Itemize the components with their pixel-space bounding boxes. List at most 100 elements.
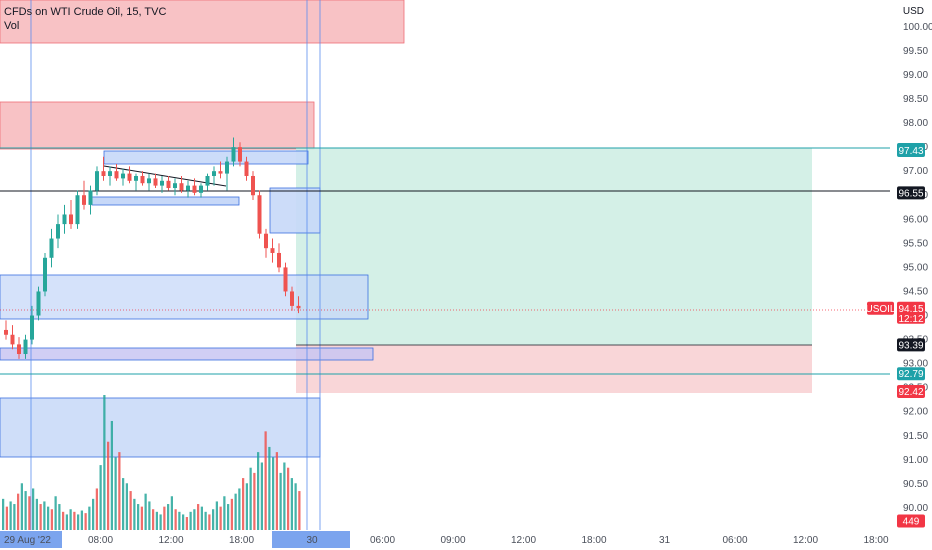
candle xyxy=(238,142,242,167)
volume-bar xyxy=(99,465,102,530)
candle xyxy=(95,166,99,196)
candle xyxy=(283,262,288,297)
volume-bar xyxy=(245,483,248,530)
zones-layer xyxy=(0,0,812,458)
candle xyxy=(10,325,15,350)
volume-bar xyxy=(50,509,53,530)
price-tag: 93.39 xyxy=(897,338,925,352)
price-tag-countdown: 12:12 xyxy=(898,314,923,325)
volume-bar xyxy=(2,498,5,530)
candle xyxy=(218,161,223,179)
volume-bar xyxy=(227,504,230,530)
volume-bar xyxy=(35,498,38,530)
candle xyxy=(179,175,184,193)
volume-bar xyxy=(152,509,155,530)
target-zone xyxy=(296,148,812,345)
volume-bar xyxy=(54,496,57,530)
y-tick-label: 94.50 xyxy=(903,286,928,297)
candle xyxy=(114,163,119,181)
candle xyxy=(173,178,177,196)
candle xyxy=(127,166,132,184)
price-axis-bg xyxy=(890,0,932,550)
volume-bar xyxy=(208,514,211,530)
candle xyxy=(121,168,125,186)
chart-title: CFDs on WTI Crude Oil, 15, TVC xyxy=(4,6,167,18)
volume-bar xyxy=(144,493,147,530)
volume-bar xyxy=(20,483,23,530)
volume-bar xyxy=(32,488,35,530)
volume-bar xyxy=(178,511,181,530)
y-tick-labels: 90.0090.5091.0091.5092.0092.5093.0093.50… xyxy=(903,22,932,514)
y-tick-label: 93.00 xyxy=(903,359,928,370)
volume-bar xyxy=(170,496,173,530)
volume-bar xyxy=(275,452,278,530)
candle xyxy=(270,238,275,263)
candle xyxy=(140,171,145,186)
volume-bar xyxy=(268,446,271,530)
volume-bar xyxy=(118,452,121,530)
y-tick-label: 99.50 xyxy=(903,46,928,57)
x-tick-label: 06:00 xyxy=(722,535,747,546)
volume-bar xyxy=(107,441,110,530)
candle xyxy=(4,320,8,340)
volume-bar xyxy=(103,395,106,530)
volume-bar xyxy=(193,509,196,530)
volume-bar xyxy=(137,504,140,530)
candle xyxy=(160,175,164,193)
candle xyxy=(69,200,73,229)
price-tag-value: 92.79 xyxy=(898,369,923,380)
candle xyxy=(244,156,249,181)
volume-bar xyxy=(223,496,226,530)
price-tag-value: 92.42 xyxy=(898,387,923,398)
y-tick-label: 95.00 xyxy=(903,262,928,273)
volume-bar xyxy=(167,504,170,530)
volume-bar xyxy=(140,506,143,530)
volume-bar xyxy=(200,506,203,530)
volume-bar xyxy=(298,491,301,530)
volume-bar xyxy=(264,431,267,530)
volume-bar xyxy=(24,491,27,530)
y-tick-label: 95.50 xyxy=(903,238,928,249)
candle xyxy=(192,178,197,196)
volume-bar xyxy=(159,514,162,530)
demand-zone-bottom xyxy=(0,397,321,458)
volume-bar xyxy=(290,478,293,530)
volume-bar xyxy=(204,511,207,530)
volume-bar xyxy=(133,498,136,530)
x-tick-label: 30 xyxy=(306,535,318,546)
symbol-tag: USOIL xyxy=(865,304,895,315)
candle xyxy=(186,180,190,198)
candle xyxy=(43,252,47,297)
y-tick-label: 96.00 xyxy=(903,214,928,225)
candle xyxy=(30,305,34,345)
volume-bar xyxy=(148,501,151,530)
volume-bar xyxy=(69,509,72,530)
y-tick-label: 98.00 xyxy=(903,118,928,129)
candles xyxy=(4,137,301,359)
volume-bar xyxy=(5,506,8,530)
x-tick-label: 29 Aug '22 xyxy=(4,535,51,546)
x-tick-label: 18:00 xyxy=(581,535,606,546)
supply-zone-top xyxy=(0,0,405,44)
volume-bar xyxy=(84,513,87,530)
volume-bar xyxy=(283,462,286,530)
candle xyxy=(147,173,151,191)
volume-bar xyxy=(249,467,252,530)
volume-bar xyxy=(88,506,91,530)
price-tag-value: 449 xyxy=(903,517,920,528)
volume-bar xyxy=(182,514,185,530)
currency-label: USD xyxy=(902,6,924,17)
volume-bar xyxy=(174,509,177,530)
volume-bar xyxy=(13,504,16,530)
candle xyxy=(277,243,281,273)
x-tick-label: 18:00 xyxy=(229,535,254,546)
volume-indicator-label: Vol xyxy=(4,20,20,32)
price-tag: 92.79 xyxy=(897,367,925,381)
volume-bar xyxy=(58,504,61,530)
volume-bar xyxy=(189,511,192,530)
volume-bar xyxy=(257,452,260,530)
candle xyxy=(82,180,86,210)
volume-bar xyxy=(129,491,132,530)
